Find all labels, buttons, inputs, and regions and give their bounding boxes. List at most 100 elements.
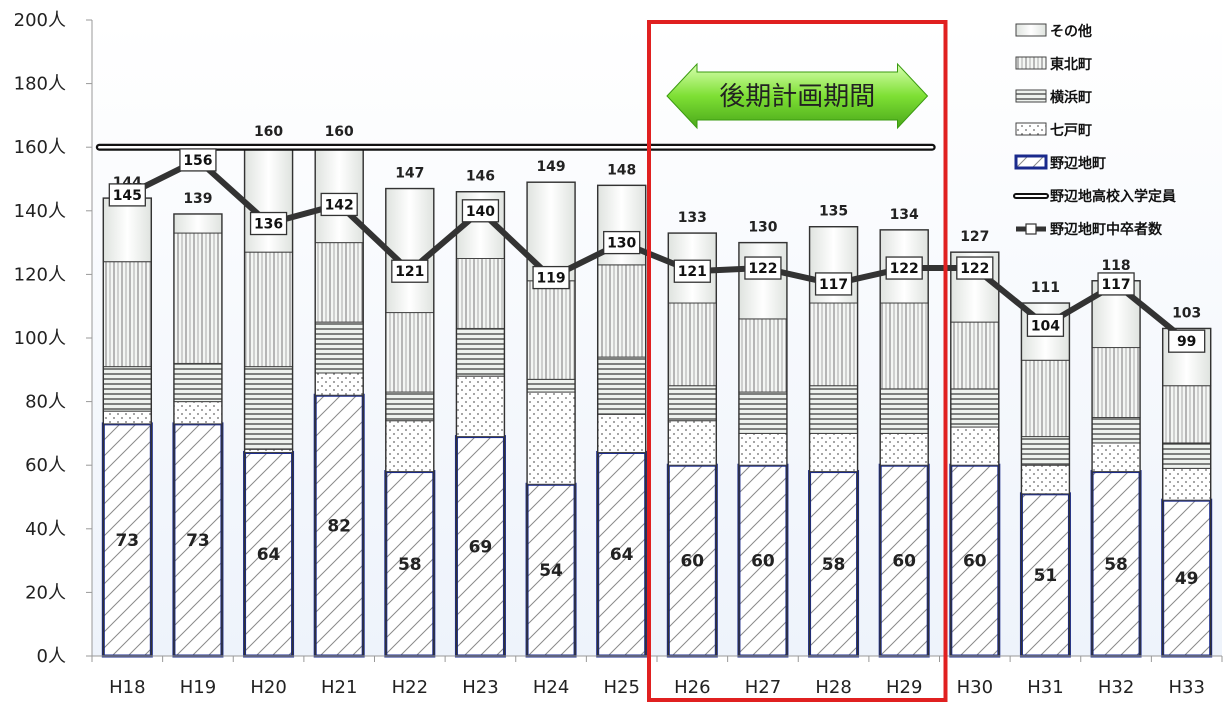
bar-shichinohe <box>526 391 576 485</box>
bar-tohoku <box>314 242 364 323</box>
x-tick-label: H26 <box>674 677 710 698</box>
x-tick-label: H31 <box>1027 677 1063 698</box>
bar-value-label: 73 <box>115 531 139 551</box>
bar-value-label: 60 <box>751 552 775 572</box>
period-label: 後期計画期間 <box>719 82 875 112</box>
graduates-value-label: 119 <box>536 271 565 287</box>
bar-value-label: 60 <box>963 552 987 572</box>
bar-yokohama <box>314 321 364 374</box>
graduates-marker <box>603 230 641 255</box>
x-tick-label: H30 <box>957 677 993 698</box>
bar-other <box>244 146 294 253</box>
graduates-marker <box>532 265 570 290</box>
bar-value-label: 60 <box>892 552 916 572</box>
legend-label-yokohama: 横浜町 <box>1050 89 1092 106</box>
bar-value-label: 64 <box>257 545 281 565</box>
y-tick-label: 60人 <box>25 455 66 476</box>
graduates-marker <box>744 256 782 280</box>
y-tick-label: 160人 <box>14 137 66 158</box>
legend-swatch-shichinohe <box>1015 122 1047 136</box>
bar-shichinohe <box>809 432 859 473</box>
graduates-marker <box>249 211 288 236</box>
bar-yokohama <box>526 378 576 393</box>
bar-value-label: 49 <box>1175 569 1199 589</box>
bar-tohoku <box>1020 359 1070 438</box>
bar-shichinohe <box>597 413 647 453</box>
x-tick-label: H32 <box>1098 677 1134 698</box>
graduates-marker <box>1097 272 1135 296</box>
bar-other <box>738 242 788 320</box>
bar-yokohama <box>102 366 152 412</box>
bar-total-label: 160 <box>325 124 354 140</box>
legend-swatch-tohoku <box>1015 56 1047 70</box>
graduates-value-label: 104 <box>1031 318 1060 334</box>
graduates-value-label: 130 <box>607 236 636 252</box>
bar-total-label: 139 <box>183 191 212 207</box>
x-tick-label: H28 <box>815 677 851 698</box>
bar-nohechi <box>101 422 153 658</box>
bar-total-label: 148 <box>607 162 636 178</box>
bar-shichinohe <box>385 420 435 473</box>
graduates-value-label: 145 <box>113 188 142 204</box>
bar-shichinohe <box>1091 442 1141 473</box>
graduates-value-label: 99 <box>1177 334 1196 350</box>
legend-label-capacity: 野辺地高校入学定員 <box>1050 188 1176 205</box>
graduates-marker <box>673 259 711 283</box>
bar-yokohama <box>1162 442 1212 469</box>
bar-yokohama <box>597 356 647 415</box>
graduates-value-label: 122 <box>748 261 777 277</box>
bar-shichinohe <box>173 401 223 425</box>
graduates-line <box>125 156 1189 344</box>
bar-yokohama <box>879 388 929 434</box>
bar-tohoku <box>879 302 929 390</box>
bar-yokohama <box>1020 436 1070 466</box>
bar-tohoku <box>455 258 505 329</box>
graduates-value-label: 121 <box>395 264 424 280</box>
period-arrow <box>666 62 929 130</box>
legend-label-other: その他 <box>1050 23 1092 40</box>
bar-other <box>102 197 152 263</box>
bar-tohoku <box>173 232 223 364</box>
bar-shichinohe <box>667 420 717 466</box>
legend-swatch-graduates-marker <box>1025 223 1037 235</box>
graduates-value-label: 122 <box>890 261 919 277</box>
graduates-value-label: 117 <box>1101 277 1130 293</box>
x-tick-label: H21 <box>321 677 357 698</box>
bar-yokohama <box>455 327 505 377</box>
x-tick-label: H29 <box>886 677 922 698</box>
y-tick-label: 80人 <box>25 392 66 413</box>
x-tick-label: H33 <box>1168 677 1204 698</box>
bar-shichinohe <box>950 426 1000 466</box>
bar-total-label: 118 <box>1101 258 1130 274</box>
x-tick-label: H20 <box>250 677 286 698</box>
bar-total-label: 146 <box>466 169 495 185</box>
bar-total-label: 130 <box>748 220 777 236</box>
bar-yokohama <box>738 391 788 434</box>
bar-value-label: 73 <box>186 531 210 551</box>
graduates-marker <box>885 256 923 280</box>
bar-value-label: 54 <box>539 561 563 581</box>
graduates-value-label: 121 <box>678 264 707 280</box>
bar-shichinohe <box>879 432 929 466</box>
bar-shichinohe <box>102 410 152 425</box>
bar-yokohama <box>950 388 1000 428</box>
bar-tohoku <box>385 312 435 393</box>
bar-value-label: 64 <box>610 545 634 565</box>
bar-tohoku <box>102 261 152 368</box>
bar-other <box>385 188 435 314</box>
bar-total-label: 134 <box>890 207 919 223</box>
bar-value-label: 58 <box>1104 555 1128 575</box>
graduates-marker <box>956 256 994 280</box>
bar-value-label: 51 <box>1034 566 1058 586</box>
legend-swatch-yokohama <box>1015 89 1047 103</box>
bar-total-label: 127 <box>960 229 989 245</box>
x-tick-label: H24 <box>533 677 569 698</box>
legend-swatch-nohechi <box>1014 154 1048 170</box>
bar-shichinohe <box>455 375 505 438</box>
legend-label-graduates: 野辺地町中卒者数 <box>1050 221 1163 238</box>
bar-value-label: 60 <box>680 552 704 572</box>
y-tick-label: 100人 <box>14 328 66 349</box>
legend-label-nohechi: 野辺地町 <box>1050 155 1106 172</box>
y-tick-label: 40人 <box>25 519 66 540</box>
